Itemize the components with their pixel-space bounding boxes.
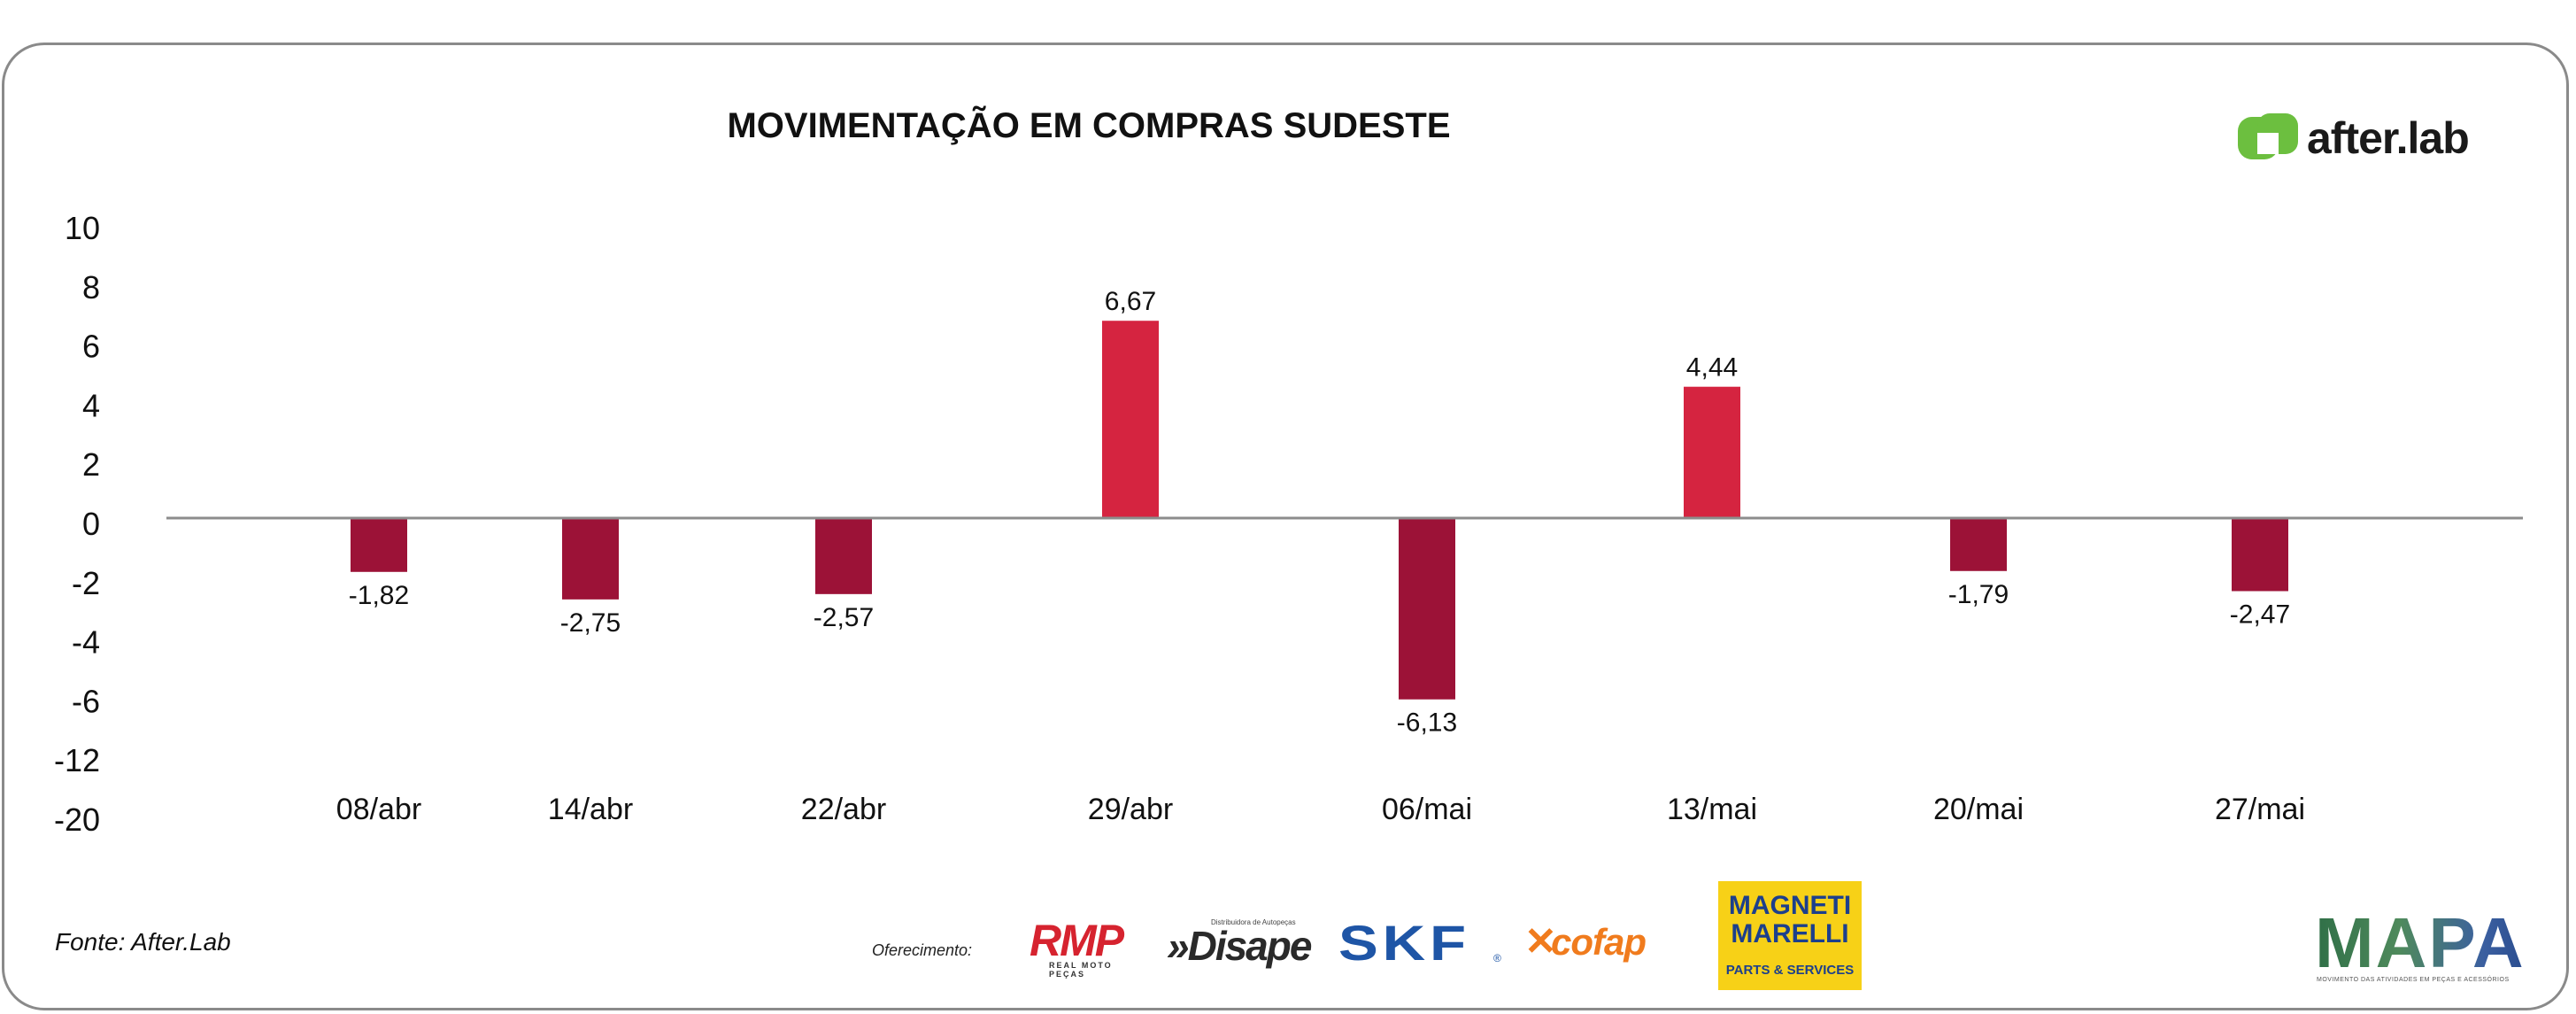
- source-note: Fonte: After.Lab: [55, 928, 231, 956]
- bar-value-label: -1,82: [349, 581, 409, 610]
- magneti-marelli-tagline: PARTS & SERVICES: [1725, 963, 1855, 978]
- bar: [1950, 518, 2007, 571]
- chart-frame: [2, 43, 2569, 1010]
- y-tick-label: 2: [82, 446, 100, 483]
- y-tick-label: 8: [82, 269, 100, 306]
- rmp-logo: RMP REAL MOTO PEÇAS: [1030, 916, 1149, 979]
- bar: [562, 518, 619, 600]
- bar-value-label: -2,47: [2230, 600, 2290, 629]
- magneti-marelli-logo: MAGNETI MARELLI PARTS & SERVICES: [1718, 881, 1862, 990]
- x-category-label: 29/abr: [1088, 793, 1173, 826]
- y-tick-label: -2: [72, 565, 100, 601]
- y-tick-label: -20: [54, 801, 100, 838]
- registered-icon: ®: [1493, 952, 1501, 964]
- y-tick-label: 0: [82, 506, 100, 542]
- x-category-label: 08/abr: [336, 793, 421, 826]
- magneti-marelli-wordmark: MAGNETI MARELLI: [1728, 891, 1852, 948]
- x-category-label: 20/mai: [1933, 793, 2024, 826]
- bar-value-label: 6,67: [1105, 287, 1156, 316]
- bar: [1399, 518, 1455, 700]
- bar-value-label: 4,44: [1686, 353, 1738, 383]
- cofap-wordmark: cofap: [1551, 921, 1647, 963]
- afterlab-logo-icon: [2238, 113, 2298, 159]
- bar: [2232, 518, 2288, 592]
- rmp-wordmark: RMP: [1030, 916, 1124, 965]
- cofap-x-icon: ✕: [1524, 920, 1557, 964]
- bar: [351, 518, 407, 572]
- y-tick-label: 6: [82, 329, 100, 365]
- rmp-tagline: REAL MOTO PEÇAS: [1049, 961, 1113, 979]
- x-category-label: 13/mai: [1667, 793, 1757, 826]
- afterlab-wordmark: after.lab: [2307, 113, 2470, 163]
- y-tick-label: 4: [82, 387, 100, 423]
- bar: [815, 518, 872, 594]
- x-category-label: 22/abr: [801, 793, 886, 826]
- disape-tagline: Distribuidora de Autopeças: [1211, 918, 1296, 926]
- bar-value-label: -2,57: [814, 603, 874, 632]
- bar-value-label: -2,75: [560, 608, 621, 638]
- y-tick-label: -12: [54, 742, 100, 778]
- y-tick-label: 10: [65, 210, 100, 246]
- bar-chart: 10 8 6 4 2 0 -2 -4 -6 -12 -20 -1,82 08/abr -2,75 14/ab…: [54, 210, 2523, 838]
- afterlab-logo: after.lab: [2234, 112, 2482, 165]
- bar: [1102, 321, 1159, 518]
- mapa-tagline: MOVIMENTO DAS ATIVIDADES EM PEÇAS E ACES…: [2317, 977, 2510, 983]
- bar-value-label: -1,79: [1948, 580, 2009, 609]
- disape-wordmark: »Disape: [1167, 923, 1312, 969]
- cofap-logo: ✕ cofap: [1524, 921, 1693, 965]
- x-category-label: 27/mai: [2215, 793, 2305, 826]
- mapa-wordmark: MAPA: [2315, 903, 2526, 982]
- disape-logo: Distribuidora de Autopeças »Disape: [1167, 915, 1317, 968]
- chart-title: MOVIMENTAÇÃO EM COMPRAS SUDESTE: [727, 106, 1451, 145]
- skf-wordmark: SKF: [1338, 915, 1470, 971]
- mapa-logo: MAPA MOVIMENTO DAS ATIVIDADES EM PEÇAS E…: [2315, 908, 2524, 987]
- sponsor-label: Oferecimento:: [872, 941, 973, 959]
- skf-logo: SKF ®: [1338, 917, 1507, 970]
- x-category-label: 06/mai: [1382, 793, 1472, 826]
- bar-value-label: -6,13: [1397, 708, 1457, 738]
- y-tick-label: -4: [72, 624, 100, 661]
- y-tick-label: -6: [72, 683, 100, 719]
- x-category-label: 14/abr: [548, 793, 633, 826]
- bar: [1684, 386, 1740, 518]
